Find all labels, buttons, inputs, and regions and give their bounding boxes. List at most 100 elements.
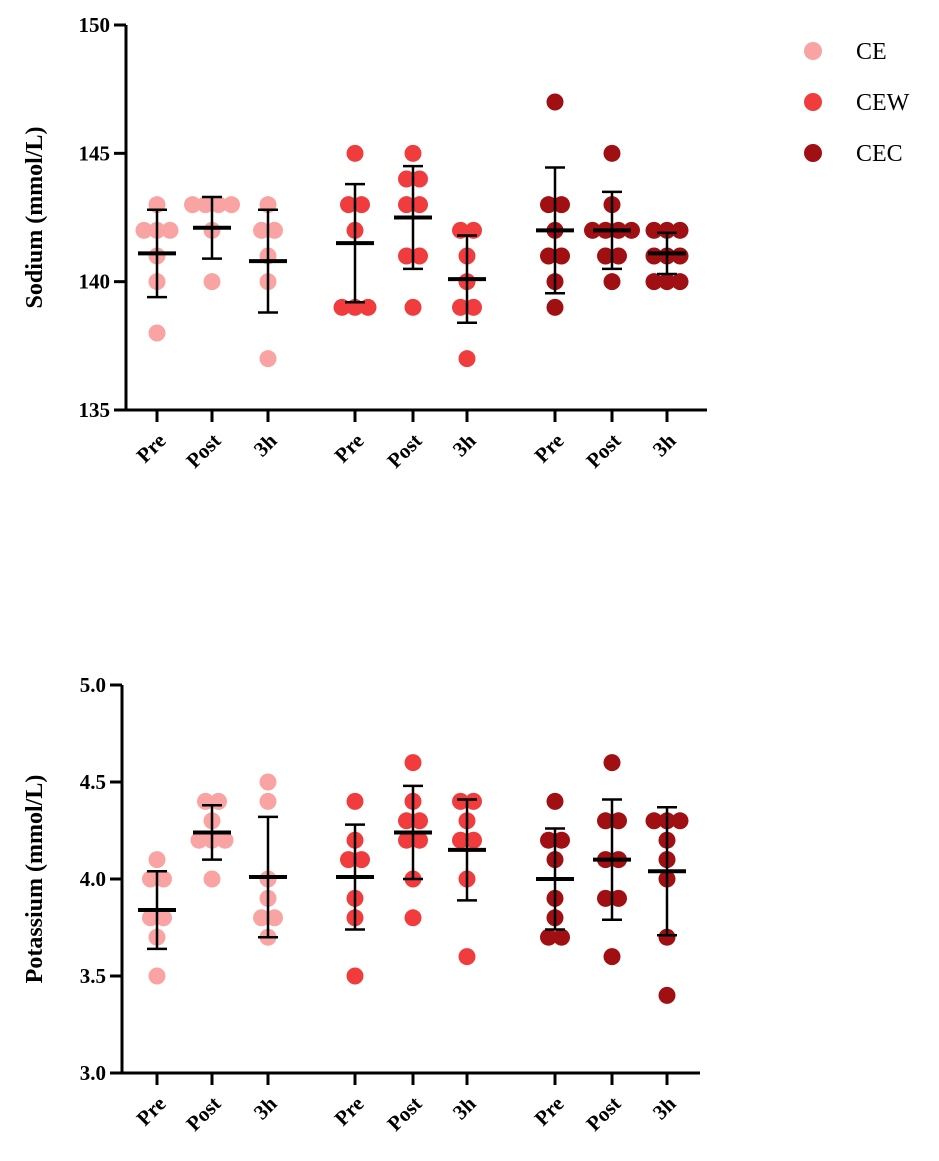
x-tick-label: 3h	[648, 1091, 681, 1124]
data-point-cec	[603, 144, 621, 162]
data-point-cew	[398, 247, 415, 265]
data-point-ce	[184, 196, 201, 214]
data-point-cec	[584, 221, 601, 239]
y-axis-label: Potassium (mmol/L)	[22, 775, 48, 984]
data-point-ce	[135, 221, 153, 239]
x-tick-label: Pre	[530, 1092, 569, 1131]
data-point-ce	[148, 967, 166, 985]
data-point-cec	[597, 812, 614, 830]
data-point-cec	[540, 831, 557, 849]
data-point-cec	[553, 247, 570, 265]
legend-marker-cec	[804, 144, 822, 162]
data-point-ce	[203, 273, 221, 291]
y-tick-label: 140	[79, 270, 111, 294]
data-point-cec	[553, 928, 570, 946]
data-point-ce	[203, 870, 221, 888]
y-axis-label: Sodium (mmol/L)	[22, 126, 48, 308]
data-point-ce	[253, 221, 270, 239]
x-tick-label: Pre	[530, 429, 569, 468]
data-point-cew	[452, 298, 469, 316]
data-point-cew	[340, 196, 357, 214]
data-point-cec	[540, 928, 557, 946]
data-point-cew	[346, 792, 364, 810]
y-tick-label: 3.0	[80, 1061, 106, 1085]
data-point-ce	[253, 909, 270, 927]
data-point-cec	[597, 247, 614, 265]
x-tick-label: Pre	[330, 1092, 369, 1131]
data-point-cew	[458, 350, 476, 368]
data-point-cec	[671, 812, 689, 830]
data-point-cec	[658, 273, 676, 291]
data-point-cew	[411, 170, 428, 188]
legend-marker-cew	[804, 93, 822, 111]
legend-label-ce: CE	[856, 39, 887, 65]
data-point-cec	[610, 247, 627, 265]
data-point-cew	[398, 812, 415, 830]
y-tick-label: 135	[79, 398, 111, 422]
data-point-cew	[411, 812, 428, 830]
legend-marker-ce	[804, 42, 822, 60]
sodium-panel: 135 140 145 150 Sodium (mmol/L) Pre Post 3h Pre P…	[22, 13, 707, 473]
data-point-cew	[404, 144, 422, 162]
data-point-ce	[148, 324, 166, 342]
data-point-cec	[597, 889, 614, 907]
data-point-cec	[658, 928, 676, 946]
data-point-ce	[216, 831, 234, 849]
data-point-cew	[346, 967, 364, 985]
data-point-cec	[610, 812, 627, 830]
x-tick-label: Pre	[330, 429, 369, 468]
data-point-ce	[155, 870, 172, 888]
data-point-ce	[259, 773, 277, 791]
data-point-cew	[465, 831, 482, 849]
x-tick-label: 3h	[448, 428, 481, 461]
data-point-ce	[142, 909, 159, 927]
x-tick-label: Post	[382, 429, 426, 473]
x-tick-label: Pre	[132, 429, 171, 468]
data-point-cec	[540, 196, 557, 214]
y-tick-label: 3.5	[80, 964, 106, 988]
data-point-cec	[553, 831, 570, 849]
data-point-cec	[603, 948, 621, 966]
data-point-cec	[658, 986, 676, 1004]
data-point-cew	[404, 909, 422, 927]
data-point-cew	[452, 831, 469, 849]
data-point-cew	[411, 247, 428, 265]
data-point-cec	[645, 273, 663, 291]
data-point-cew	[452, 792, 469, 810]
y-tick-label: 150	[79, 13, 111, 37]
data-point-cew	[340, 851, 357, 869]
x-tick-label: Post	[181, 1092, 225, 1136]
data-point-cew	[465, 792, 482, 810]
data-point-ce	[197, 196, 214, 214]
data-point-ce	[210, 196, 227, 214]
data-point-cew	[404, 298, 422, 316]
data-point-cew	[404, 754, 422, 772]
x-tick-label: 3h	[648, 428, 681, 461]
data-point-cec	[645, 812, 663, 830]
y-tick-label: 145	[79, 141, 111, 165]
data-point-ce	[266, 909, 283, 927]
data-point-cec	[610, 889, 627, 907]
data-point-cew	[398, 831, 415, 849]
data-point-ce	[161, 221, 179, 239]
x-tick-label: Post	[581, 1092, 625, 1136]
data-point-cew	[411, 831, 428, 849]
legend-label-cec: CEC	[856, 141, 903, 167]
data-point-ce	[223, 196, 240, 214]
data-point-cec	[671, 221, 689, 239]
data-point-cec	[671, 273, 689, 291]
data-point-cew	[458, 948, 476, 966]
data-point-ce	[142, 870, 159, 888]
data-point-cew	[465, 298, 482, 316]
data-point-cec	[671, 247, 689, 265]
x-tick-label: Post	[181, 429, 225, 473]
y-tick-label: 5.0	[80, 673, 106, 697]
x-tick-label: 3h	[249, 428, 282, 461]
legend: CE CEW CEC	[804, 39, 910, 167]
y-tick-label: 4.0	[80, 867, 106, 891]
data-point-cec	[546, 298, 564, 316]
x-tick-label: 3h	[249, 1091, 282, 1124]
x-tick-label: Pre	[132, 1092, 171, 1131]
data-point-cec	[658, 221, 676, 239]
